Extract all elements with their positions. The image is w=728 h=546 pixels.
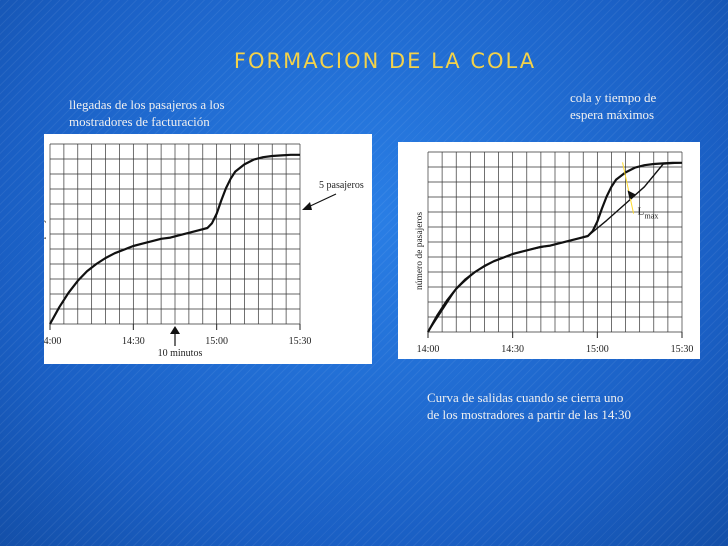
annotation-arrowhead	[302, 202, 312, 210]
caption-departures-line-2: de los mostradores a partir de las 14:30	[427, 407, 631, 422]
y-axis-label: número de pasajeros	[44, 204, 47, 282]
caption-arrivals-line-2: mostradores de facturación	[69, 114, 210, 129]
departures-curve	[427, 162, 683, 333]
x-tick-label: 15:30	[671, 344, 694, 355]
caption-arrivals-line-1: llegadas de los pasajeros a los	[69, 97, 225, 112]
annotation-arrow	[305, 193, 337, 209]
arrivals-chart: 14:00 14:30 15:00 15:30 número de pasajeros 5…	[37, 143, 364, 359]
x-tick-label: 14:00	[417, 344, 440, 355]
caption-max-queue-line-2: espera máximos	[570, 107, 655, 122]
x-tick-label: 15:00	[586, 344, 609, 355]
caption-arrivals: llegadas de los pasajeros a los mostrado…	[69, 96, 225, 130]
x-tick-label: 14:30	[501, 344, 524, 355]
annotation-5-pasajeros: 5 pasajeros	[319, 180, 364, 191]
x-tick-label: 14:00	[44, 336, 61, 347]
label-l: L	[638, 205, 645, 217]
arrivals-chart-panel: 14:00 14:30 15:00 15:30 número de pasajeros 5…	[37, 134, 372, 364]
slide-title: FORMACION DE LA COLA	[233, 49, 537, 73]
caption-max-queue: cola y tiempo de espera máximos	[570, 89, 656, 123]
caption-max-queue-line-1: cola y tiempo de	[570, 90, 657, 105]
x-tick-label: 15:00	[205, 336, 228, 347]
departures-chart-panel: 14:00 14:30 15:00 15:30 número de pasajeros L…	[398, 142, 700, 359]
max-queue-pointer	[622, 162, 635, 214]
annotation-arrowhead	[170, 326, 180, 334]
annotation-10-minutos: 10 minutos	[158, 348, 203, 359]
x-tick-label: 15:30	[289, 336, 312, 347]
departures-chart: 14:00 14:30 15:00 15:30 número de pasajeros L…	[415, 151, 694, 355]
caption-departures: Curva de salidas cuando se cierra uno de…	[427, 389, 631, 423]
label-max-subscript: max	[645, 211, 659, 220]
y-axis-label: número de pasajeros	[415, 212, 425, 290]
max-queue-arrowhead	[627, 190, 636, 200]
caption-departures-line-1: Curva de salidas cuando se cierra uno	[427, 390, 624, 405]
arrivals-curve	[49, 153, 300, 325]
x-tick-label: 14:30	[122, 336, 145, 347]
